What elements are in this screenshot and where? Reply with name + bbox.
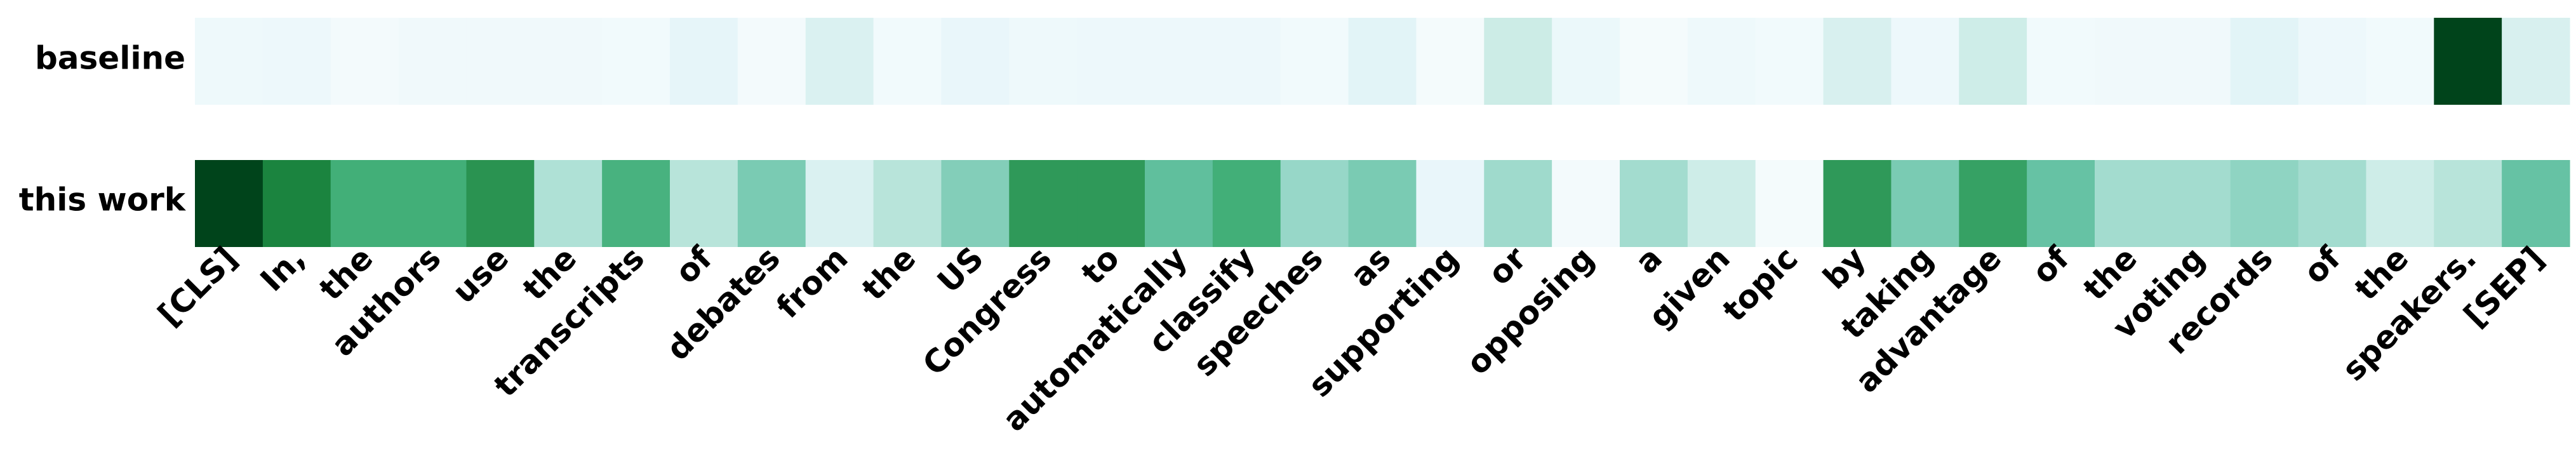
heatmap-cell-this-work-8 [737,160,806,247]
heatmap-cell-this-work-4 [466,160,535,247]
heatmap-cell-this-work-22 [1687,160,1756,247]
heatmap-cell-baseline-16 [1280,18,1349,105]
heatmap-cell-this-work-2 [330,160,399,247]
heatmap-cell-baseline-10 [873,18,942,105]
heatmap-cell-baseline-18 [1416,18,1485,105]
token-label: opposing [1459,239,1601,382]
token-label: to [1074,239,1126,291]
heatmap-cell-baseline-27 [2027,18,2095,105]
token-label: from [770,239,855,325]
heatmap-cell-baseline-6 [602,18,671,105]
heatmap-cell-this-work-12 [1009,160,1078,247]
token-label: or [1481,239,1533,292]
heatmap-cell-baseline-14 [1145,18,1213,105]
heatmap-cell-this-work-17 [1348,160,1417,247]
token-label: the [855,239,923,307]
token-label: by [1816,239,1872,296]
heatmap-cell-this-work-16 [1280,160,1349,247]
heatmap-cell-this-work-31 [2298,160,2367,247]
heatmap-cell-baseline-21 [1620,18,1688,105]
row-labels: baseline this work [19,40,187,218]
heatmap-cell-this-work-11 [941,160,1010,247]
heatmap-cell-baseline-20 [1552,18,1620,105]
heatmap-cell-this-work-23 [1755,160,1824,247]
heatmap-cell-this-work-7 [670,160,738,247]
token-label: Congress [916,239,1058,382]
heatmap-cell-baseline-29 [2162,18,2231,105]
heatmap-cell-this-work-30 [2230,160,2299,247]
heatmap-cell-baseline-25 [1891,18,1959,105]
heatmap-cell-baseline-30 [2230,18,2299,105]
heatmap-cell-this-work-33 [2434,160,2502,247]
heatmap-cell-baseline-9 [805,18,874,105]
heatmap-cell-baseline-34 [2502,18,2570,105]
heatmap-cell-this-work-21 [1620,160,1688,247]
heatmap-cell-this-work-28 [2095,160,2163,247]
heatmap-cell-this-work-13 [1077,160,1145,247]
heatmap-cell-this-work-9 [805,160,874,247]
heatmap-cell-baseline-31 [2298,18,2367,105]
heatmap-cell-this-work-34 [2502,160,2570,247]
heatmap-cell-baseline-7 [670,18,738,105]
heatmap-cell-baseline-23 [1755,18,1824,105]
heatmap-cell-baseline-24 [1823,18,1892,105]
heatmap-cell-this-work-25 [1891,160,1959,247]
heatmap-cell-baseline-22 [1687,18,1756,105]
heatmap-cell-this-work-5 [534,160,603,247]
token-label: topic [1716,239,1805,329]
heatmap-cell-baseline-0 [195,18,264,105]
heatmap-cell-baseline-17 [1348,18,1417,105]
heatmap-cell-baseline-15 [1212,18,1281,105]
row-label-this-work: this work [19,182,187,218]
heatmap-cell-baseline-28 [2095,18,2163,105]
heatmap-cell-baseline-32 [2366,18,2434,105]
heatmap-cell-this-work-0 [195,160,264,247]
token-label: In, [253,239,312,298]
heatmap-cell-baseline-1 [262,18,331,105]
heatmap-cell-baseline-8 [737,18,806,105]
heatmap-cell-baseline-11 [941,18,1010,105]
heatmap-cell-baseline-3 [398,18,467,105]
heatmap-cells [195,18,2570,247]
token-label: [CLS] [151,239,244,333]
token-label: as [1344,239,1398,294]
heatmap-cell-baseline-19 [1484,18,1552,105]
heatmap-cell-this-work-1 [262,160,331,247]
heatmap-cell-this-work-15 [1212,160,1281,247]
heatmap-cell-this-work-14 [1145,160,1213,247]
heatmap-cell-baseline-13 [1077,18,1145,105]
heatmap-cell-baseline-26 [1959,18,2027,105]
heatmap-cell-this-work-24 [1823,160,1892,247]
row-label-baseline: baseline [35,40,185,77]
heatmap-cell-baseline-2 [330,18,399,105]
heatmap-cell-this-work-27 [2027,160,2095,247]
heatmap-cell-baseline-5 [534,18,603,105]
heatmap-cell-this-work-10 [873,160,942,247]
heatmap-cell-this-work-18 [1416,160,1485,247]
heatmap-cell-this-work-29 [2162,160,2231,247]
heatmap-cell-this-work-26 [1959,160,2027,247]
heatmap-cell-this-work-32 [2366,160,2434,247]
heatmap-cell-baseline-12 [1009,18,1078,105]
heatmap-cell-this-work-20 [1552,160,1620,247]
heatmap-cell-this-work-3 [398,160,467,247]
heatmap-cell-this-work-6 [602,160,671,247]
token-label: use [445,239,516,310]
heatmap-cell-baseline-33 [2434,18,2502,105]
heatmap-cell-this-work-19 [1484,160,1552,247]
heatmap-cell-baseline-4 [466,18,535,105]
